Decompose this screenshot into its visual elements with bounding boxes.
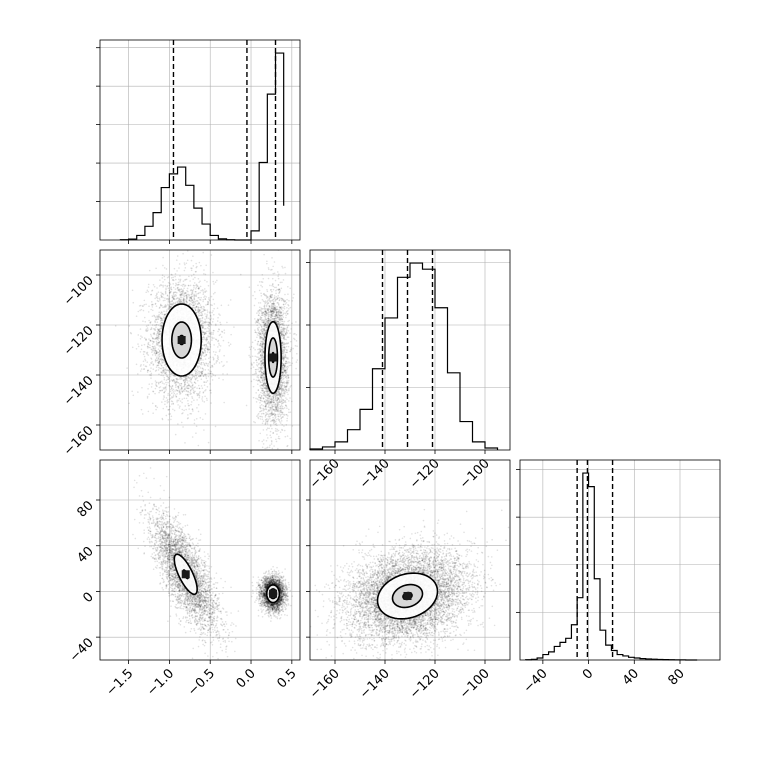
density-peak — [269, 353, 278, 362]
density-peak — [269, 589, 278, 598]
y-tick-label: −100 — [61, 273, 97, 309]
x-tick-label: 0.0 — [234, 666, 259, 691]
histogram-panel-2: −40 0 40 80 — [516, 459, 721, 696]
y-tick-label: 80 — [75, 498, 97, 520]
histogram-series-1 — [309, 262, 499, 450]
histogram-series-2 — [525, 472, 698, 661]
scatter-panel-0-2: −1.5 −1.0 −0.5 0.0 0.5 −40 0 40 80 — [67, 459, 301, 699]
scatter-panel-0-1: −160 −140 −120 −100 — [61, 249, 301, 459]
scatter-points — [132, 467, 294, 660]
scatter-panel-1-2: −160 −140 −120 −100 — [306, 459, 511, 702]
x-tick-label: −100 — [457, 666, 493, 702]
axes-frame — [309, 249, 511, 451]
x-tick-label: −40 — [521, 666, 551, 696]
x-tick-label: −160 — [307, 666, 343, 702]
axes-frame — [519, 459, 721, 661]
axes-frame — [99, 459, 301, 661]
x-tick-label: 80 — [666, 666, 688, 688]
density-peak — [177, 336, 186, 344]
y-tick-label: −160 — [61, 423, 97, 459]
y-tick-label: −40 — [67, 635, 97, 665]
histogram-panel-0 — [96, 39, 301, 244]
x-tick-label: −120 — [407, 666, 443, 702]
y-tick-label: −120 — [61, 323, 97, 359]
y-tick-label: −140 — [61, 373, 97, 409]
density-peak — [403, 592, 412, 600]
x-tick-label: −160 — [307, 456, 343, 492]
y-tick-label: 40 — [75, 544, 97, 566]
x-tick-label: −1.0 — [144, 666, 177, 699]
histogram-panel-1: −160 −140 −120 −100 — [306, 249, 511, 492]
x-tick-label: −100 — [457, 456, 493, 492]
axes-frame — [309, 459, 511, 661]
axes-frame — [99, 249, 301, 451]
x-tick-label: −120 — [407, 456, 443, 492]
y-tick-label: 0 — [80, 590, 96, 606]
histogram-series-0 — [119, 52, 285, 241]
x-tick-label: −1.5 — [103, 666, 136, 699]
x-tick-label: −0.5 — [185, 666, 218, 699]
x-tick-label: 0.5 — [274, 666, 299, 691]
density-peak — [181, 570, 190, 579]
axes-frame — [99, 39, 301, 241]
x-tick-label: −140 — [357, 666, 393, 702]
x-tick-label: 40 — [620, 666, 642, 688]
x-tick-label: 0 — [580, 666, 596, 682]
x-tick-label: −140 — [357, 456, 393, 492]
